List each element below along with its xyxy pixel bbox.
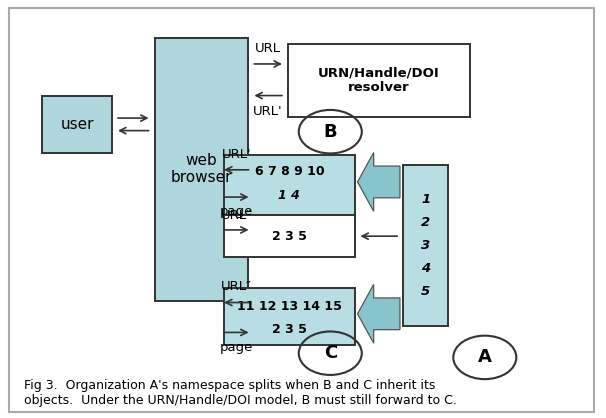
Text: 1 4: 1 4 [278,189,301,202]
Text: 2 3 5: 2 3 5 [272,229,307,243]
Text: web
browser: web browser [171,153,232,186]
FancyBboxPatch shape [403,165,448,326]
Text: URL: URL [255,42,281,55]
Text: C: C [324,344,337,362]
Text: URL': URL' [222,148,251,161]
Text: A: A [478,348,491,367]
Text: 6 7 8 9 10: 6 7 8 9 10 [255,165,324,178]
Text: URL': URL' [253,105,283,118]
Text: URN/Handle/DOI
resolver: URN/Handle/DOI resolver [318,66,439,94]
FancyBboxPatch shape [155,38,248,301]
FancyBboxPatch shape [224,288,355,345]
Text: Fig 3.  Organization A's namespace splits when B and C inherit its
objects.  Und: Fig 3. Organization A's namespace splits… [24,379,457,407]
FancyBboxPatch shape [288,44,470,117]
Text: URL″: URL″ [221,280,252,293]
FancyBboxPatch shape [42,96,112,153]
FancyBboxPatch shape [224,215,355,257]
Text: B: B [324,122,337,141]
FancyBboxPatch shape [224,155,355,215]
Polygon shape [358,153,400,212]
Text: 11 12 13 14 15: 11 12 13 14 15 [237,300,342,313]
FancyBboxPatch shape [9,8,594,412]
Text: 2 3 5: 2 3 5 [272,323,307,336]
Text: page: page [219,341,253,354]
Text: 1
2
3
4
5: 1 2 3 4 5 [421,193,430,298]
Text: URL″: URL″ [221,209,252,222]
Polygon shape [358,284,400,343]
Text: user: user [61,117,94,132]
Text: page: page [219,206,253,219]
